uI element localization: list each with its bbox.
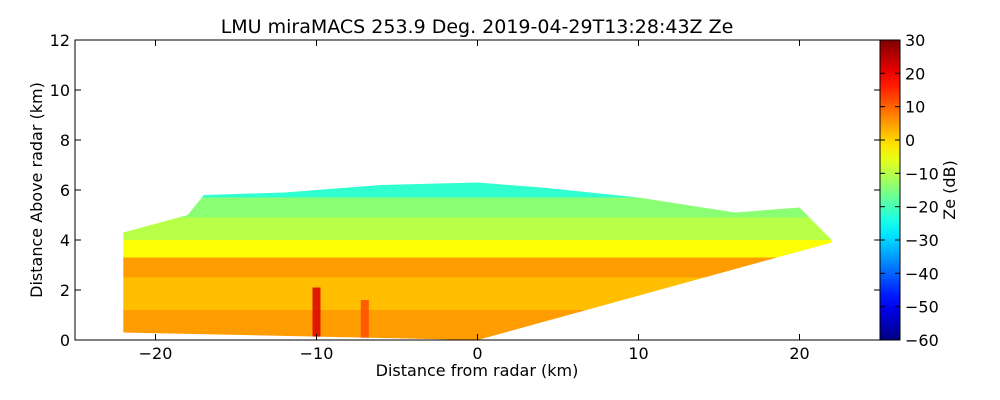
y-tick-label: 0 (60, 331, 70, 350)
y-axis: 0 2 4 6 8 10 12 (50, 31, 880, 350)
chart-title: LMU miraMACS 253.9 Deg. 2019-04-29T13:28… (221, 16, 734, 38)
colorbar-tick-label: −60 (905, 331, 939, 350)
colorbar-tick-label: −40 (905, 264, 939, 283)
y-tick-label: 12 (50, 31, 70, 50)
colorbar: 30 20 10 0 −10 −20 −30 −40 −50 −60 Ze (dB) (879, 31, 959, 350)
colorbar-label: Ze (dB) (940, 160, 959, 220)
echo-layer (123, 240, 832, 258)
colorbar-tick-label: 0 (905, 131, 915, 150)
echo-region (123, 182, 832, 340)
colorbar-tick-label: 30 (905, 31, 925, 50)
x-tick-label: 0 (472, 344, 482, 363)
colorbar-tick-label: −10 (905, 164, 939, 183)
plot-area (123, 182, 832, 340)
y-tick-label: 2 (60, 281, 70, 300)
y-tick-label: 4 (60, 231, 70, 250)
echo-layer (123, 182, 832, 198)
colorbar-tick-label: 20 (905, 64, 925, 83)
x-tick-label: 20 (789, 344, 809, 363)
colorbar-ticks: 30 20 10 0 −10 −20 −30 −40 −50 −60 (880, 31, 939, 350)
echo-layer (123, 197, 832, 218)
x-tick-label: −10 (300, 344, 334, 363)
colorbar-tick-label: 10 (905, 98, 925, 117)
colorbar-tick-label: −50 (905, 298, 939, 317)
colorbar-tick-label: −20 (905, 198, 939, 217)
y-tick-label: 10 (50, 81, 70, 100)
colorbar-tick-label: −30 (905, 231, 939, 250)
echo-feature (312, 287, 321, 340)
colorbar-gradient (879, 39, 901, 341)
echo-layer (123, 257, 832, 278)
x-axis-label: Distance from radar (km) (376, 361, 579, 380)
y-axis-label: Distance Above radar (km) (27, 82, 46, 298)
x-tick-label: 10 (628, 344, 648, 363)
x-axis: −20 −10 0 10 20 (139, 40, 810, 363)
echo-layer (123, 217, 832, 240)
echo-layer (123, 277, 832, 310)
x-tick-label: −20 (139, 344, 173, 363)
echo-feature (360, 300, 369, 340)
y-tick-label: 6 (60, 181, 70, 200)
y-tick-label: 8 (60, 131, 70, 150)
